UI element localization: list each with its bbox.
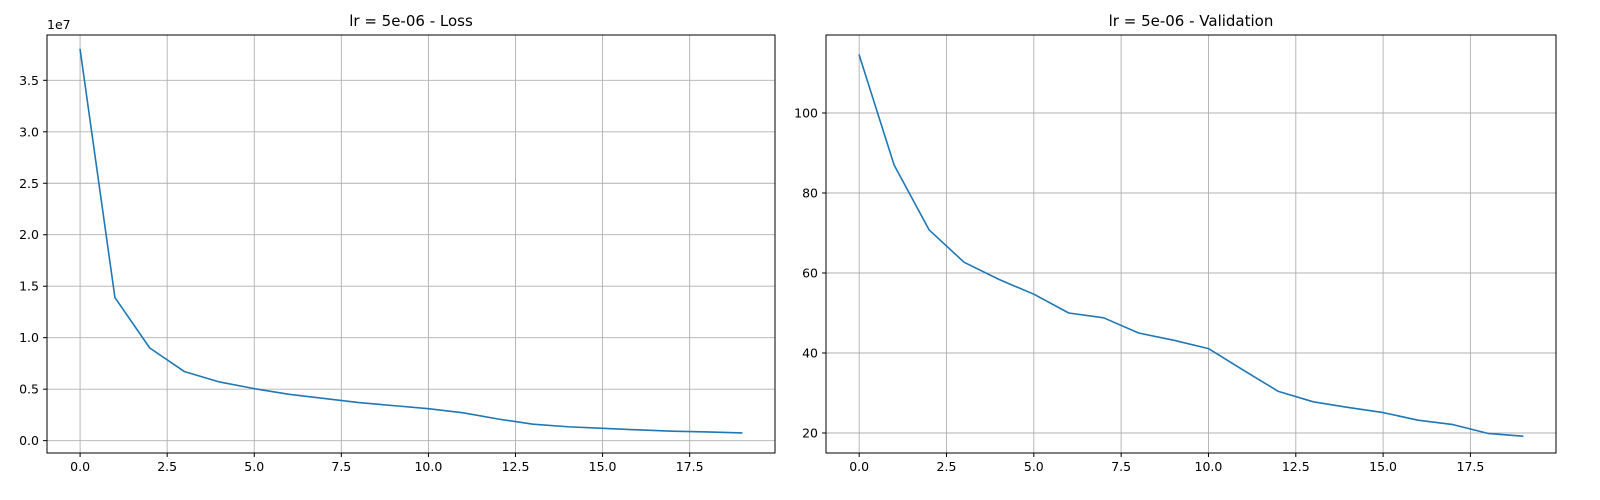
loss-axes-frame — [46, 34, 776, 454]
validation-chart-panel: 0.0 2.5 5.0 7.5 10.0 12.5 15.0 17.5 20 40 60 80 100 l… — [794, 12, 1557, 474]
loss-x-tick-label: 7.5 — [331, 459, 351, 474]
loss-y-tick-label: 0.0 — [19, 433, 39, 448]
loss-chart-panel: 0.0 2.5 5.0 7.5 10.0 12.5 15.0 17.5 0.0 0.5 1.0 1.5… — [19, 12, 776, 474]
loss-y-tick-label: 3.0 — [19, 124, 39, 139]
validation-series-line — [858, 54, 1524, 438]
validation-y-tick-label: 80 — [802, 186, 818, 201]
loss-x-tick-label: 0.0 — [70, 459, 90, 474]
loss-x-tick-label: 17.5 — [676, 459, 704, 474]
validation-y-tick-label: 60 — [802, 266, 818, 281]
loss-y-offset-label: 1e7 — [47, 17, 71, 32]
validation-y-tick-label: 100 — [794, 106, 818, 121]
loss-x-tick-label: 2.5 — [157, 459, 177, 474]
loss-y-tick-label: 2.0 — [19, 227, 39, 242]
validation-x-tick-label: 17.5 — [1457, 459, 1485, 474]
validation-x-tick-label: 12.5 — [1282, 459, 1310, 474]
loss-series-line — [79, 48, 743, 434]
loss-x-tick-label: 12.5 — [502, 459, 530, 474]
validation-x-tick-label: 10.0 — [1195, 459, 1223, 474]
loss-y-tick-label: 0.5 — [19, 382, 39, 397]
validation-chart-title: lr = 5e-06 - Validation — [1109, 12, 1274, 30]
loss-x-tick-label: 5.0 — [244, 459, 264, 474]
validation-x-tick-label: 7.5 — [1111, 459, 1131, 474]
loss-chart-title: lr = 5e-06 - Loss — [349, 12, 473, 30]
loss-y-tick-label: 1.5 — [19, 279, 39, 294]
loss-x-tick-label: 10.0 — [414, 459, 442, 474]
loss-y-tick-label: 2.5 — [19, 176, 39, 191]
loss-y-tick-label: 3.5 — [19, 73, 39, 88]
validation-x-tick-label: 5.0 — [1024, 459, 1044, 474]
validation-x-tick-label: 15.0 — [1369, 459, 1397, 474]
validation-y-tick-label: 20 — [802, 426, 818, 441]
loss-y-tick-label: 1.0 — [19, 330, 39, 345]
validation-x-tick-label: 2.5 — [937, 459, 957, 474]
loss-x-tick-label: 15.0 — [589, 459, 617, 474]
validation-x-tick-label: 0.0 — [849, 459, 869, 474]
validation-y-tick-label: 40 — [802, 346, 818, 361]
validation-axes-frame — [825, 34, 1557, 454]
